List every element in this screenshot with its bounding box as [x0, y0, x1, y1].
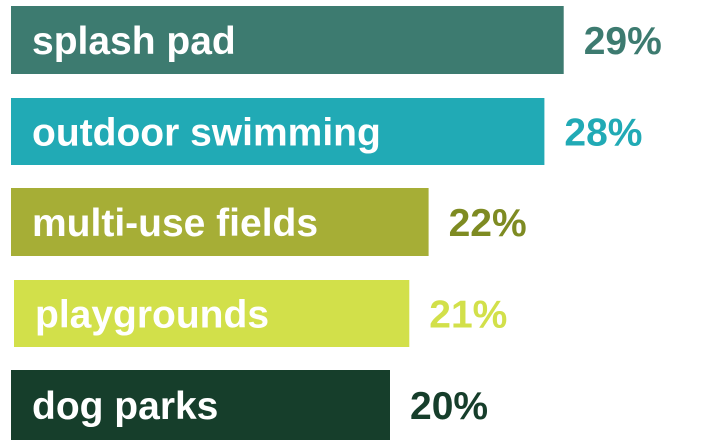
value-label-outdoor-swimming: 28% — [564, 112, 642, 155]
category-label-dog-parks: dog parks — [32, 385, 218, 428]
category-label-playgrounds: playgrounds — [35, 294, 269, 337]
bar-multi-use-fields — [11, 188, 429, 256]
category-label-multi-use-fields: multi-use fields — [32, 202, 318, 245]
value-label-playgrounds: 21% — [429, 294, 507, 337]
value-label-dog-parks: 20% — [410, 385, 488, 428]
category-label-outdoor-swimming: outdoor swimming — [32, 112, 381, 155]
bar-splash-pad — [11, 6, 564, 74]
category-label-splash-pad: splash pad — [32, 20, 236, 63]
bar-outdoor-swimming — [11, 98, 545, 165]
bar-dog-parks — [11, 370, 390, 440]
value-label-splash-pad: 29% — [584, 20, 662, 63]
value-label-multi-use-fields: 22% — [449, 202, 527, 245]
bar-playgrounds — [14, 280, 410, 347]
